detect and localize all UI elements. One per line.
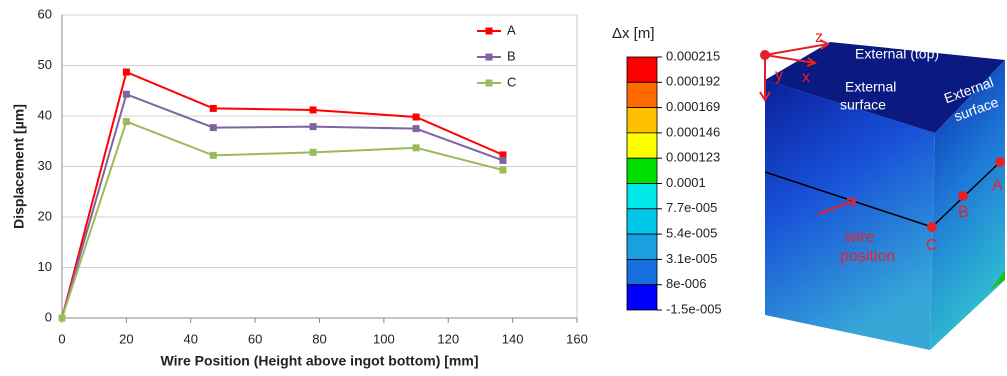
colorbar-label: 0.0001 bbox=[666, 175, 706, 190]
y-tick-label: 40 bbox=[38, 107, 52, 122]
marker bbox=[310, 106, 317, 113]
x-tick-label: 80 bbox=[312, 331, 326, 346]
point bbox=[958, 191, 968, 201]
colorbar-label: 0.000146 bbox=[666, 124, 720, 139]
x-tick-label: 0 bbox=[58, 331, 65, 346]
colorbar-title: Δx [m] bbox=[612, 25, 655, 42]
x-tick-label: 160 bbox=[566, 331, 588, 346]
legend-marker bbox=[486, 54, 493, 61]
point-label: C bbox=[926, 237, 938, 254]
wire-label: position bbox=[840, 248, 895, 265]
marker bbox=[123, 118, 130, 125]
axis-label: z bbox=[815, 29, 823, 46]
colorbar-swatch bbox=[627, 57, 657, 82]
y-tick-label: 10 bbox=[38, 259, 52, 274]
x-tick-label: 20 bbox=[119, 331, 133, 346]
front-label: surface bbox=[840, 97, 886, 113]
point bbox=[927, 222, 937, 232]
y-tick-label: 50 bbox=[38, 57, 52, 72]
colorbar-label: 5.4e-005 bbox=[666, 226, 717, 241]
legend-marker bbox=[486, 28, 493, 35]
y-tick-label: 0 bbox=[45, 309, 52, 324]
marker bbox=[123, 91, 130, 98]
y-tick-label: 30 bbox=[38, 158, 52, 173]
colorbar-label: 0.000215 bbox=[666, 48, 720, 63]
figure: External (top) External surface External… bbox=[0, 0, 1007, 376]
marker bbox=[123, 69, 130, 76]
point-label: B bbox=[958, 204, 969, 221]
block-3d: External (top) External surface External… bbox=[760, 29, 1005, 350]
marker bbox=[413, 114, 420, 121]
legend-label: A bbox=[507, 22, 516, 37]
y-tick-label: 60 bbox=[38, 6, 52, 21]
colorbar-swatch bbox=[627, 184, 657, 209]
marker bbox=[210, 124, 217, 131]
point bbox=[995, 157, 1005, 167]
x-tick-label: 100 bbox=[373, 331, 395, 346]
legend-marker bbox=[486, 80, 493, 87]
colorbar-swatch bbox=[627, 234, 657, 259]
colorbar-label: -1.5e-005 bbox=[666, 301, 722, 316]
page: {"chart_data": {"type": "line", "x": [0,… bbox=[0, 0, 1007, 376]
wire-label: wire bbox=[844, 229, 874, 246]
marker bbox=[499, 167, 506, 174]
colorbar-label: 0.000169 bbox=[666, 99, 720, 114]
x-axis-title: Wire Position (Height above ingot bottom… bbox=[161, 353, 479, 369]
axis-label: y bbox=[775, 67, 783, 84]
marker bbox=[413, 125, 420, 132]
colorbar-swatch bbox=[627, 285, 657, 310]
colorbar-swatch bbox=[627, 158, 657, 183]
marker bbox=[310, 149, 317, 156]
x-tick-label: 60 bbox=[248, 331, 262, 346]
colorbar-label: 0.000123 bbox=[666, 150, 720, 165]
top-label: External (top) bbox=[855, 46, 939, 62]
axis-label: x bbox=[802, 69, 810, 86]
colorbar-swatch bbox=[627, 209, 657, 234]
colorbar-label: 3.1e-005 bbox=[666, 251, 717, 266]
x-tick-label: 40 bbox=[184, 331, 198, 346]
marker bbox=[499, 157, 506, 164]
marker bbox=[210, 152, 217, 159]
x-tick-label: 140 bbox=[502, 331, 524, 346]
y-tick-label: 20 bbox=[38, 208, 52, 223]
marker bbox=[310, 123, 317, 130]
front-label: External bbox=[845, 79, 896, 95]
colorbar-label: 0.000192 bbox=[666, 74, 720, 89]
legend-label: B bbox=[507, 48, 516, 63]
colorbar-label: 8e-006 bbox=[666, 276, 706, 291]
x-tick-label: 120 bbox=[437, 331, 459, 346]
marker bbox=[413, 144, 420, 151]
marker bbox=[210, 105, 217, 112]
colorbar-swatch bbox=[627, 133, 657, 158]
colorbar-swatch bbox=[627, 82, 657, 107]
y-axis-title: Displacement [µm] bbox=[11, 104, 27, 229]
point-label: A bbox=[992, 177, 1003, 194]
legend-label: C bbox=[507, 74, 516, 89]
colorbar-swatch bbox=[627, 108, 657, 133]
marker bbox=[59, 315, 66, 322]
colorbar-swatch bbox=[627, 259, 657, 284]
colorbar-label: 7.7e-005 bbox=[666, 200, 717, 215]
